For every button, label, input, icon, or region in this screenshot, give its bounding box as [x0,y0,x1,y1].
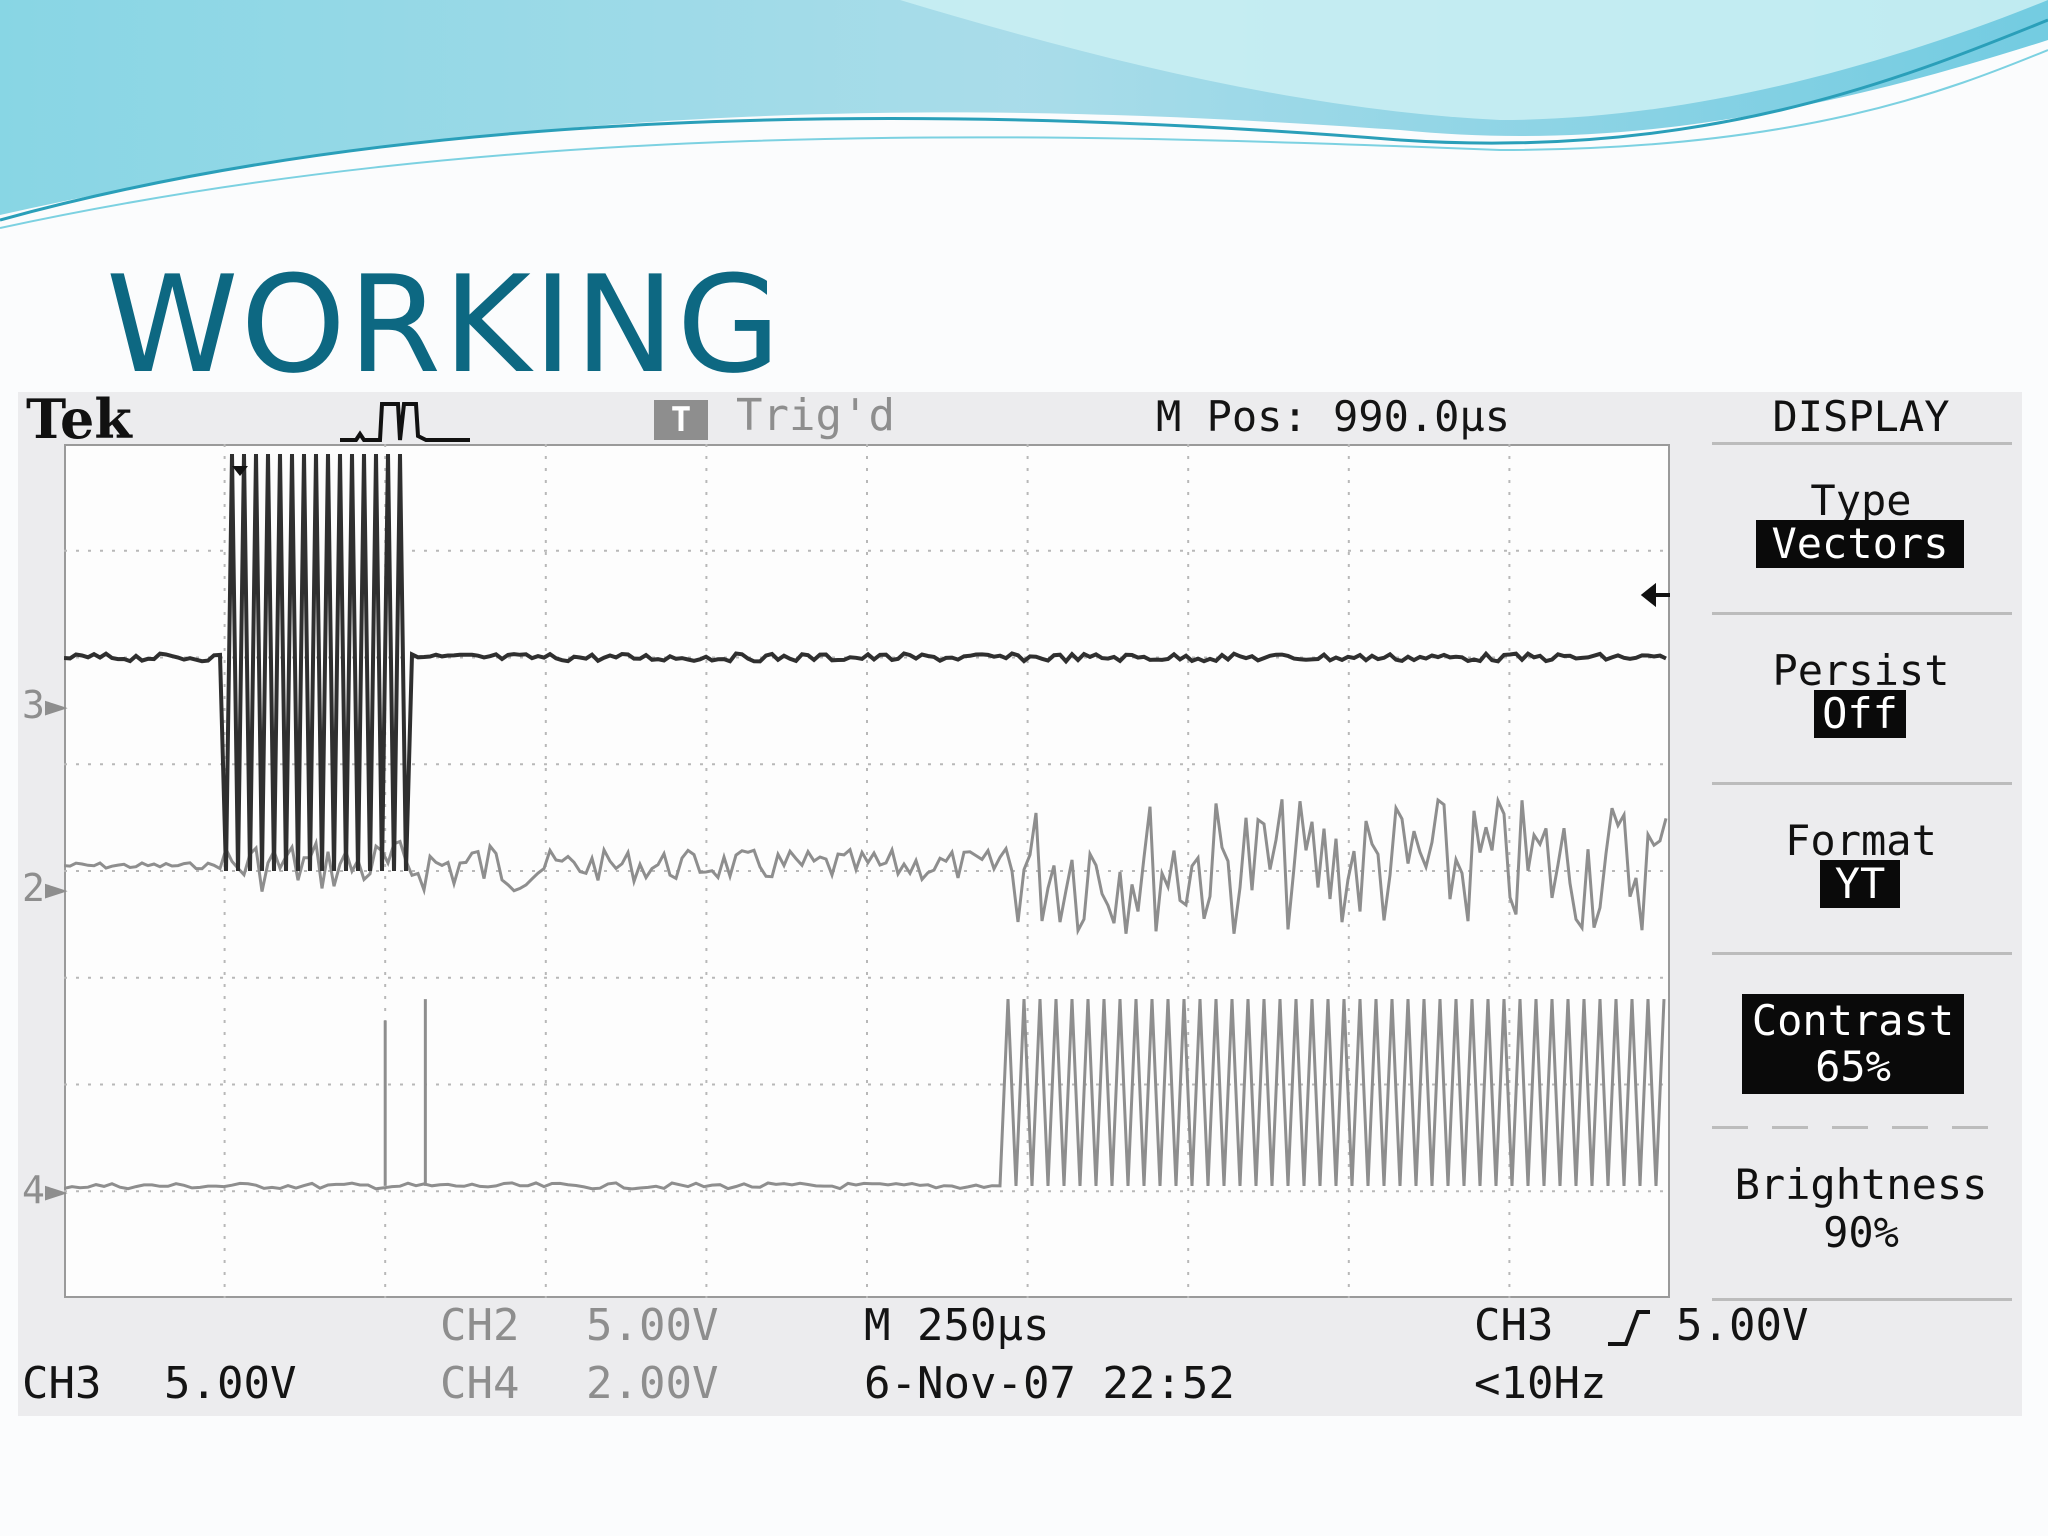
datetime-readout: 6-Nov-07 22:52 [864,1358,1235,1409]
trigger-level-readout: 5.00V [1676,1300,1809,1351]
ch3-trace [64,453,1667,872]
slide-title: WORKING [106,247,783,403]
ch4-scale: 2.00V [586,1358,719,1409]
ch2-label: CH2 [440,1300,520,1351]
tektronix-logo: Tek [26,387,132,451]
menu-divider [1712,952,2012,955]
menu-contrast-value: 65% [1815,1042,1891,1091]
ch2-marker-label: 2 [22,866,45,910]
acquire-waveform-icon [340,402,470,442]
trace-layer [64,453,1668,1191]
ch3-marker-label: 3 [22,683,45,727]
ch2-ground-marker: 2► [22,866,68,910]
ch4-ground-marker: 4► [22,1168,68,1212]
menu-type-label[interactable]: Type [1810,476,1912,525]
menu-format-value[interactable]: YT [1820,860,1900,908]
ch2-trace [64,795,1668,936]
menu-type-value[interactable]: Vectors [1756,520,1964,568]
rising-edge-icon [1608,1310,1650,1346]
menu-brightness-label[interactable]: Brightness [1734,1160,1988,1209]
header-wave-banner [0,0,2048,229]
display-menu: DISPLAY Type Vectors Persist Off Format … [1706,392,2012,1301]
trigger-frequency-readout: <10Hz [1474,1358,1607,1409]
menu-persist-value[interactable]: Off [1814,690,1906,738]
menu-contrast-button[interactable]: Contrast 65% [1742,994,1964,1094]
menu-contrast-label: Contrast [1751,996,1955,1045]
ch3-scale: 5.00V [164,1358,297,1409]
main-position-readout: M Pos: 990.0µs [1156,392,1511,441]
ch4-marker-label: 4 [22,1168,45,1212]
menu-divider [1712,782,2012,785]
ch3-label: CH3 [22,1358,102,1409]
trigger-source-readout: CH3 [1474,1300,1554,1351]
trigger-level-arrow-icon [1640,582,1670,608]
ch4-label: CH4 [440,1358,520,1409]
trigger-badge: T [654,400,708,440]
menu-brightness-value[interactable]: 90% [1823,1208,1899,1257]
menu-persist-label[interactable]: Persist [1772,646,1950,695]
ch3-ground-marker: 3► [22,683,68,727]
menu-title: DISPLAY [1772,392,1950,441]
menu-divider [1712,1298,2012,1301]
ch2-scale: 5.00V [586,1300,719,1351]
menu-divider [1712,1126,2012,1129]
trigger-status: Trig'd [736,390,895,441]
menu-divider [1712,442,2012,445]
menu-divider [1712,612,2012,615]
waveform-display [64,444,1670,1298]
menu-format-label[interactable]: Format [1785,816,1937,865]
timebase-readout: M 250µs [864,1300,1050,1351]
ch4-trace [64,999,1666,1191]
trigger-position-icon [232,466,248,476]
